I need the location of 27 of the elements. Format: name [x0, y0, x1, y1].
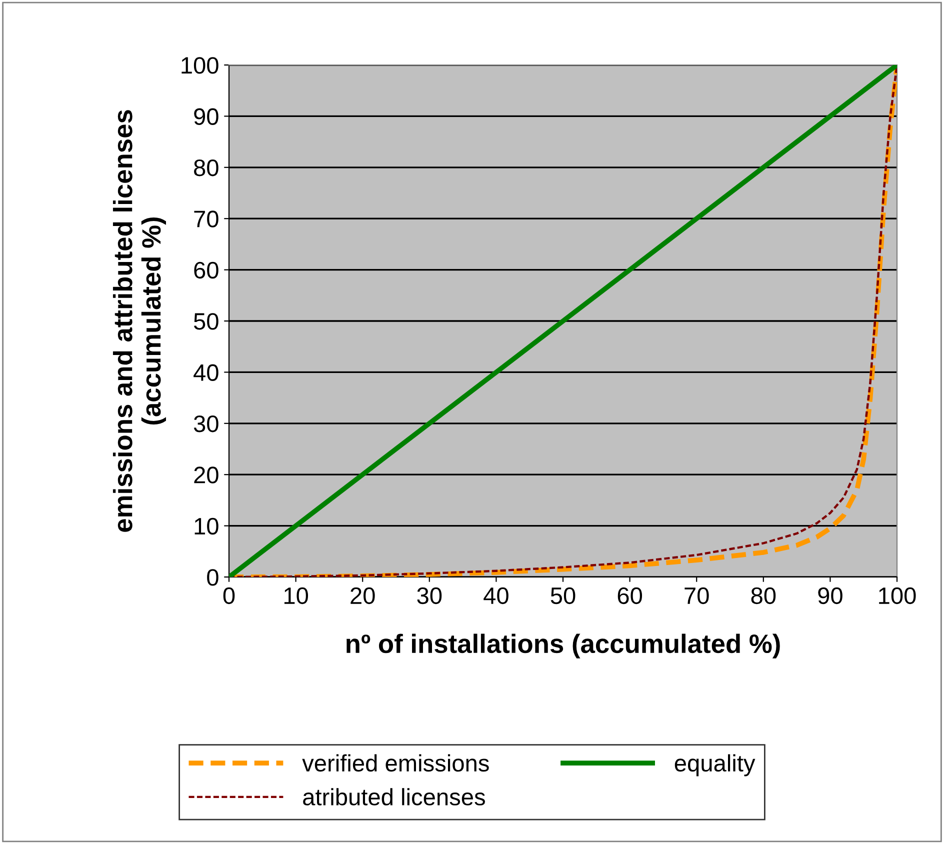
- legend-label: equality: [674, 754, 756, 776]
- legend-label: verified emissions: [302, 754, 489, 772]
- y-tick-label: 100: [182, 57, 218, 74]
- y-axis-title: emissions and attributed licenses (accumulated %): [112, 110, 166, 532]
- y-tick-label: 40: [194, 364, 218, 381]
- y-tick-label: 50: [194, 313, 218, 330]
- legend-label: atributed licenses: [303, 788, 485, 806]
- y-tick-label: 20: [194, 466, 218, 484]
- y-tick-label: 30: [194, 415, 218, 432]
- y-tick-label: 10: [194, 518, 218, 535]
- x-tick-label: 60: [618, 587, 642, 604]
- x-tick-label: 40: [484, 587, 508, 604]
- x-tick-label: 10: [284, 587, 308, 604]
- y-tick-label: 70: [194, 210, 218, 228]
- x-tick-label: 20: [350, 587, 375, 604]
- y-tick-label: 60: [194, 262, 218, 279]
- x-tick-label: 50: [550, 587, 576, 604]
- y-tick-label: 0: [207, 569, 218, 586]
- x-tick-label: 90: [818, 587, 842, 604]
- x-tick-label: 70: [684, 587, 709, 604]
- x-tick-label: 100: [879, 587, 916, 604]
- x-tick-label: 80: [751, 587, 776, 604]
- x-axis-title: nº of installations (accumulated %): [346, 634, 780, 658]
- x-tick-label: 0: [223, 587, 235, 604]
- x-tick-label: 30: [417, 587, 442, 604]
- y-tick-label: 80: [194, 159, 218, 176]
- y-tick-label: 90: [194, 108, 218, 125]
